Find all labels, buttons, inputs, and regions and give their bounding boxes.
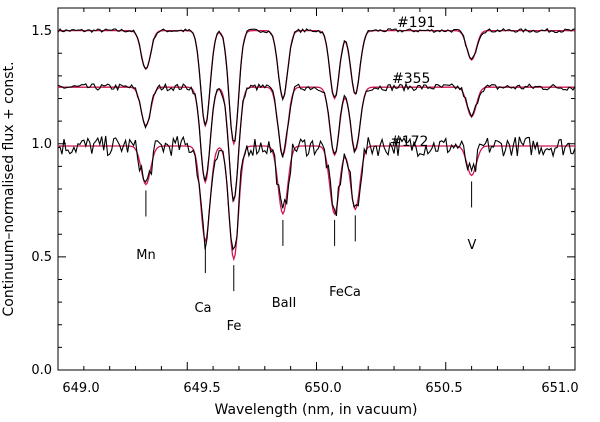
x-tick-label-4: 651.0	[541, 381, 578, 396]
x-tick-label-1: 649.5	[183, 381, 220, 396]
observed-spectrum-0	[57, 27, 576, 142]
annotation-feca: FeCa	[329, 285, 361, 300]
series-label-172: #172	[390, 134, 428, 150]
y-tick-label-1: 0.5	[31, 250, 52, 265]
line-markers	[145, 181, 473, 292]
annotation-ca: Ca	[194, 301, 211, 316]
y-axis-label: Continuum–normalised flux + const.	[1, 61, 17, 316]
series-label-191: #191	[397, 15, 435, 31]
annotation-v: V	[468, 238, 477, 253]
x-tick-label-0: 649.0	[62, 381, 99, 396]
y-tick-label-0: 0.0	[31, 363, 52, 378]
axis-ticks	[57, 7, 576, 371]
model-spectrum-2	[58, 145, 575, 262]
annotation-ba2: BaII	[272, 296, 297, 311]
x-axis-label: Wavelength (nm, in vacuum)	[215, 402, 418, 418]
annotation-mn: Mn	[136, 248, 155, 263]
observed-spectra	[57, 27, 576, 251]
y-tick-label-2: 1.0	[31, 137, 52, 152]
series-label-355: #355	[392, 71, 430, 87]
annotation-fe: Fe	[227, 319, 242, 334]
plot-frame	[57, 7, 576, 371]
y-tick-label-3: 1.5	[31, 24, 52, 39]
observed-spectrum-2	[57, 135, 576, 251]
x-tick-label-3: 650.5	[425, 381, 462, 396]
observed-spectrum-1	[57, 82, 576, 203]
x-tick-label-2: 650.0	[304, 381, 341, 396]
